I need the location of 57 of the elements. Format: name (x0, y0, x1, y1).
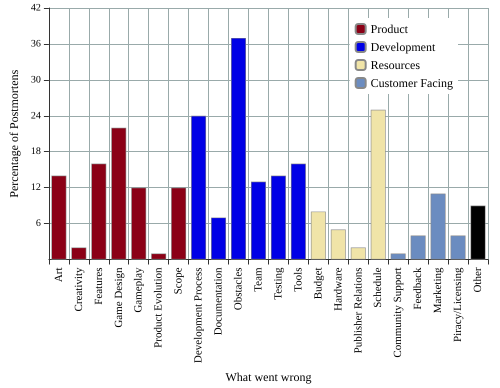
bar (171, 188, 186, 260)
legend-label: Product (370, 22, 409, 36)
bar (270, 176, 286, 260)
x-tick-label: Features (92, 267, 105, 305)
x-tick-label: Creativity (72, 266, 85, 312)
bar (51, 176, 66, 260)
bar (191, 116, 206, 260)
x-tick-label: Publisher Relations (352, 267, 364, 354)
bar (71, 248, 86, 260)
x-tick-label: Community Support (392, 267, 404, 358)
x-tick-label: Documentation (212, 266, 225, 336)
bar (290, 164, 306, 260)
x-tick-label: Piracy/Licensing (452, 266, 464, 342)
x-tick-label: Art (52, 267, 65, 282)
x-tick-label: Game Design (112, 266, 125, 328)
x-axis-title: What went wrong (225, 370, 312, 384)
legend-label: Development (370, 40, 436, 54)
bar (250, 182, 266, 260)
bar (450, 236, 466, 260)
bar (111, 128, 126, 260)
bar (131, 188, 146, 260)
bar (390, 253, 406, 260)
y-tick-label: 30 (30, 74, 41, 86)
y-tick-label: 36 (30, 38, 41, 50)
y-tick-label: 42 (30, 2, 41, 14)
bar (350, 248, 366, 260)
x-tick-label: Development Process (192, 267, 205, 364)
x-tick-label: Scope (172, 267, 185, 294)
bar (410, 236, 426, 260)
x-tick-label: Budget (312, 267, 324, 300)
x-tick-label: Gameplay (132, 266, 145, 313)
bar (151, 253, 166, 260)
bar (91, 164, 106, 260)
x-tick-label: Other (472, 267, 484, 293)
x-tick-label: Testing (272, 266, 284, 300)
bar (231, 38, 246, 260)
x-tick-label: Team (252, 267, 264, 292)
bar (370, 110, 386, 260)
x-tick-label: Schedule (372, 267, 384, 308)
bar (310, 212, 326, 260)
y-tick-label: 24 (30, 110, 41, 122)
y-tick-label: 18 (30, 146, 41, 158)
bar (330, 230, 346, 260)
y-tick-label: 6 (36, 218, 41, 230)
y-tick-label: 12 (30, 182, 41, 194)
x-tick-label: Marketing (432, 266, 444, 314)
x-tick-label: Feedback (412, 266, 424, 310)
x-tick-label: Product Evolution (152, 266, 165, 348)
bar (470, 206, 486, 260)
bar (430, 194, 446, 260)
x-tick-label: Hardware (332, 267, 344, 311)
legend-label: Resources (370, 58, 420, 72)
legend-label: Customer Facing (370, 76, 454, 90)
y-axis-title: Percentage of Postmortens (7, 69, 21, 198)
bar (211, 218, 226, 260)
x-tick-label: Obstacles (232, 267, 245, 310)
x-tick-label: Tools (292, 267, 304, 292)
